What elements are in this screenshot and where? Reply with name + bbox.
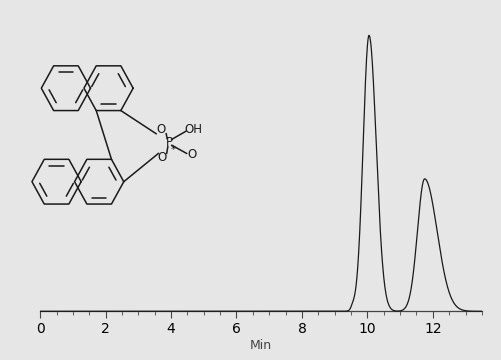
Text: O: O — [156, 123, 165, 136]
Text: O: O — [157, 151, 166, 164]
X-axis label: Min: Min — [249, 339, 272, 352]
Text: O: O — [187, 148, 196, 161]
Text: OH: OH — [184, 123, 202, 136]
Text: *: * — [170, 145, 175, 155]
Text: P: P — [165, 136, 172, 149]
